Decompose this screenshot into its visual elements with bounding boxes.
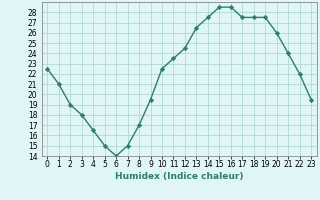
- X-axis label: Humidex (Indice chaleur): Humidex (Indice chaleur): [115, 172, 244, 181]
